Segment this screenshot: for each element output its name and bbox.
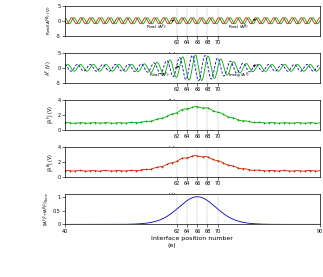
Y-axis label: |A$^F$| (V): |A$^F$| (V) — [46, 106, 56, 124]
Text: (d): (d) — [167, 193, 176, 198]
Y-axis label: A$^F$ (V): A$^F$ (V) — [44, 60, 54, 76]
Text: Real (A$^B$): Real (A$^B$) — [228, 19, 255, 32]
Y-axis label: |A$^B$| (V): |A$^B$| (V) — [46, 152, 56, 172]
Text: Real (A$^F$): Real (A$^F$) — [146, 20, 173, 32]
Text: (a): (a) — [167, 52, 176, 57]
Text: (c): (c) — [168, 146, 176, 151]
Text: (b): (b) — [167, 99, 176, 104]
Text: Real (A$^F$): Real (A$^F$) — [149, 66, 179, 80]
Text: Imag (A$^F$): Imag (A$^F$) — [228, 65, 255, 81]
Y-axis label: Real(A$^{FB}$) (V): Real(A$^{FB}$) (V) — [45, 6, 54, 35]
Y-axis label: [|A$^F$|$^2$+|A$^B$|$^2$]$_{Norm}$: [|A$^F$|$^2$+|A$^B$|$^2$]$_{Norm}$ — [42, 193, 51, 226]
Text: (e): (e) — [167, 243, 176, 248]
X-axis label: Interface position number: Interface position number — [151, 236, 233, 241]
